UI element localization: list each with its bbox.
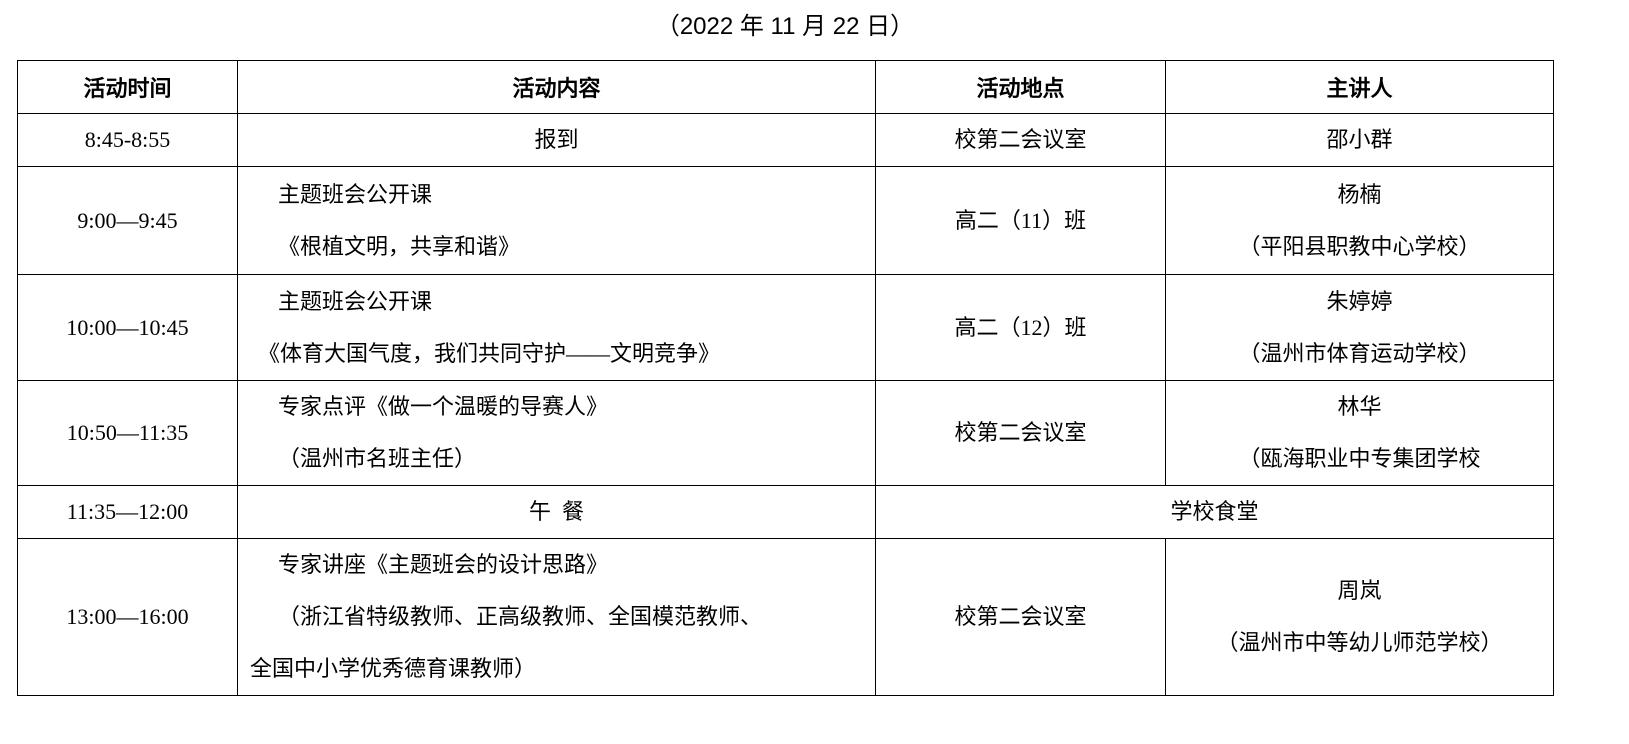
header-content: 活动内容 <box>237 60 876 114</box>
speaker-name: 周岚 <box>1337 578 1382 603</box>
content-line: （温州市名班主任） <box>278 446 477 471</box>
time-cell: 10:00—10:45 <box>17 274 238 381</box>
speaker-name: 朱婷婷 <box>1326 288 1393 314</box>
content-line: 专家点评《做一个温暖的导赛人》 <box>278 394 609 419</box>
speaker-cell: 朱婷婷 （温州市体育运动学校） <box>1165 274 1554 381</box>
time-cell: 9:00—9:45 <box>17 166 238 275</box>
speaker-cell: 周岚 （温州市中等幼儿师范学校） <box>1165 538 1554 696</box>
content-line: 主题班会公开课 <box>278 288 433 314</box>
speaker-org: （平阳县职教中心学校） <box>1238 233 1481 259</box>
speaker-cell: 杨楠 （平阳县职教中心学校） <box>1165 166 1554 275</box>
content-line: 《根植文明，共享和谐》 <box>278 233 521 259</box>
content-line: （浙江省特级教师、正高级教师、全国模范教师、 <box>278 604 763 629</box>
time-cell: 11:35—12:00 <box>17 485 238 539</box>
time-cell: 10:50—11:35 <box>17 380 238 486</box>
place-cell: 校第二会议室 <box>875 113 1166 167</box>
table-row: 11:35—12:00 午 餐 学校食堂 <box>17 485 1554 539</box>
header-speaker: 主讲人 <box>1165 60 1554 114</box>
content-line: 全国中小学优秀德育课教师） <box>250 656 537 681</box>
content-line: 《体育大国气度，我们共同守护——文明竞争》 <box>258 340 721 366</box>
speaker-name: 杨楠 <box>1337 181 1382 207</box>
content-line: 主题班会公开课 <box>278 181 433 207</box>
content-cell: 主题班会公开课《根植文明，共享和谐》 <box>237 166 876 275</box>
content-cell: 专家讲座《主题班会的设计思路》 （浙江省特级教师、正高级教师、全国模范教师、全国中… <box>237 538 876 696</box>
header-place: 活动地点 <box>875 60 1166 114</box>
table-row: 9:00—9:45 主题班会公开课《根植文明，共享和谐》 高二（11）班 杨楠 （… <box>17 166 1554 275</box>
time-cell: 8:45-8:55 <box>17 113 238 167</box>
place-cell: 高二（11）班 <box>875 166 1166 275</box>
content-cell: 专家点评《做一个温暖的导赛人》 （温州市名班主任） <box>237 380 876 486</box>
content-cell: 主题班会公开课《体育大国气度，我们共同守护——文明竞争》 <box>237 274 876 381</box>
content-cell: 报到 <box>237 113 876 167</box>
schedule-table: 活动时间 活动内容 活动地点 主讲人 8:45-8:55 报到 校第二会议室 邵… <box>17 60 1554 696</box>
place-cell: 校第二会议室 <box>875 538 1166 696</box>
place-cell: 高二（12）班 <box>875 274 1166 381</box>
place-cell: 学校食堂 <box>875 485 1554 539</box>
table-row: 10:00—10:45 主题班会公开课《体育大国气度，我们共同守护——文明竞争》… <box>17 274 1554 381</box>
table-row: 10:50—11:35 专家点评《做一个温暖的导赛人》 （温州市名班主任） 校第二… <box>17 380 1554 486</box>
schedule-date: （2022 年 11 月 22 日） <box>655 13 915 40</box>
table-row: 8:45-8:55 报到 校第二会议室 邵小群 <box>17 113 1554 167</box>
speaker-org: （瓯海职业中专集团学校 <box>1238 446 1481 471</box>
speaker-name: 林华 <box>1337 394 1382 419</box>
place-cell: 校第二会议室 <box>875 380 1166 486</box>
time-cell: 13:00—16:00 <box>17 538 238 696</box>
table-row: 13:00—16:00 专家讲座《主题班会的设计思路》 （浙江省特级教师、正高级教… <box>17 538 1554 696</box>
content-cell: 午 餐 <box>237 485 876 539</box>
speaker-org: （温州市中等幼儿师范学校） <box>1216 630 1503 655</box>
header-time: 活动时间 <box>17 60 238 114</box>
content-line: 专家讲座《主题班会的设计思路》 <box>278 552 609 577</box>
speaker-cell: 邵小群 <box>1165 113 1554 167</box>
speaker-org: （温州市体育运动学校） <box>1238 340 1481 366</box>
speaker-cell: 林华 （瓯海职业中专集团学校 <box>1165 380 1554 486</box>
table-header: 活动时间 活动内容 活动地点 主讲人 <box>17 60 1554 114</box>
